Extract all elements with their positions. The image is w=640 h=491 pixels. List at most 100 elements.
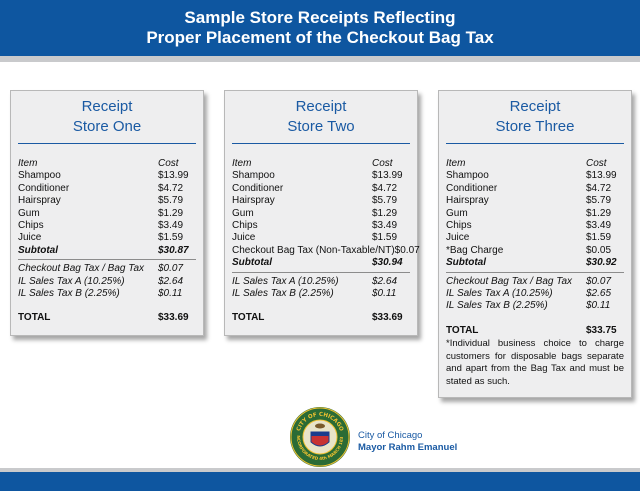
subtotal-label: Subtotal: [446, 257, 486, 269]
receipt-title: Receipt Store One: [18, 97, 196, 144]
divider: [446, 271, 624, 273]
spacer: [232, 300, 410, 312]
item-name: Gum: [232, 207, 254, 219]
item-name: Hairspray: [446, 195, 489, 207]
item-cost: $5.79: [158, 195, 184, 207]
item-name: *Bag Charge: [446, 244, 504, 256]
spacer: [18, 300, 196, 312]
item-name: Chips: [18, 220, 44, 232]
item-name: Conditioner: [446, 182, 498, 194]
item-name: Conditioner: [232, 182, 284, 194]
item-cost: $1.29: [372, 207, 398, 219]
tax-row: IL Sales Tax A (10.25%) $2.65: [446, 288, 624, 300]
line-item: Hairspray $5.79: [446, 195, 624, 207]
header-title-line1: Sample Store Receipts Reflecting: [184, 8, 456, 27]
item-name: Shampoo: [18, 170, 61, 182]
item-cost: $3.49: [372, 220, 398, 232]
item-name: Gum: [18, 207, 40, 219]
subtotal-row: Subtotal $30.92: [446, 257, 624, 269]
receipt-store-three: Receipt Store Three Item Cost Shampoo $13…: [438, 90, 632, 398]
col-cost-header: Cost: [372, 158, 393, 169]
page-header: Sample Store Receipts Reflecting Proper …: [0, 0, 640, 56]
seal-gold-rim: [290, 407, 350, 467]
receipt-store-one: Receipt Store One Item Cost Shampoo $13.9…: [10, 90, 204, 336]
item-name: Hairspray: [18, 195, 61, 207]
tax-name: IL Sales Tax A (10.25%): [18, 275, 125, 287]
item-name: Juice: [446, 232, 470, 244]
subtotal-value: $30.94: [372, 257, 403, 269]
line-item: Shampoo $13.99: [232, 170, 410, 182]
item-cost: $13.99: [586, 170, 617, 182]
city-credit: City of Chicago Mayor Rahm Emanuel: [358, 430, 457, 454]
item-cost: $3.49: [158, 220, 184, 232]
mayor-name: Mayor Rahm Emanuel: [358, 442, 458, 453]
item-cost: $1.59: [158, 232, 184, 244]
receipt-title: Receipt Store Two: [232, 97, 410, 144]
item-cost: $0.05: [586, 244, 612, 256]
item-name: Juice: [232, 232, 256, 244]
receipt-store-two: Receipt Store Two Item Cost Shampoo $13.9…: [224, 90, 420, 336]
line-item: Gum $1.29: [232, 208, 410, 220]
subtotal-row: Subtotal $30.94: [232, 257, 410, 269]
subtotal-value: $30.92: [586, 257, 617, 269]
header-title-line2: Proper Placement of the Checkout Bag Tax: [146, 28, 494, 47]
receipt-title-line2: Store Three: [495, 118, 575, 135]
line-item: Juice $1.59: [18, 232, 196, 244]
item-cost: $0.07: [394, 244, 420, 256]
subtotal-row: Subtotal $30.87: [18, 245, 196, 257]
item-cost: $3.49: [586, 220, 612, 232]
tax-value: $0.07: [586, 275, 612, 287]
item-cost: $13.99: [158, 170, 189, 182]
header-divider: [0, 56, 640, 62]
item-name: Chips: [446, 220, 472, 232]
item-name: Hairspray: [232, 195, 275, 207]
tax-name: IL Sales Tax B (2.25%): [232, 288, 334, 300]
item-cost: $1.29: [586, 207, 612, 219]
tax-name: IL Sales Tax A (10.25%): [446, 288, 553, 300]
total-value: $33.75: [586, 324, 617, 336]
item-name: Shampoo: [446, 170, 489, 182]
col-item-header: Item: [446, 158, 466, 169]
item-cost: $1.29: [158, 207, 184, 219]
line-item: Conditioner $4.72: [446, 183, 624, 195]
line-item: Shampoo $13.99: [446, 170, 624, 182]
total-row: TOTAL $33.69: [232, 312, 410, 324]
seal-shield-chief: [311, 432, 329, 436]
tax-row: IL Sales Tax B (2.25%) $0.11: [18, 288, 196, 300]
subtotal-label: Subtotal: [18, 244, 58, 256]
line-item: Conditioner $4.72: [232, 183, 410, 195]
tax-name: IL Sales Tax A (10.25%): [232, 275, 339, 287]
item-name: Juice: [18, 232, 42, 244]
total-label: TOTAL: [446, 324, 479, 336]
bag-charge-note: *Individual business choice to charge cu…: [446, 338, 624, 387]
column-headers: Item Cost: [18, 158, 196, 170]
item-name: Checkout Bag Tax (Non-Taxable/NT): [232, 244, 395, 256]
total-value: $33.69: [158, 312, 189, 324]
line-item: Conditioner $4.72: [18, 183, 196, 195]
line-item: Hairspray $5.79: [18, 195, 196, 207]
line-item: Gum $1.29: [446, 208, 624, 220]
item-name: Gum: [446, 207, 468, 219]
tax-row: Checkout Bag Tax / Bag Tax $0.07: [18, 263, 196, 275]
tax-row: IL Sales Tax A (10.25%) $2.64: [232, 276, 410, 288]
item-cost: $4.72: [586, 182, 612, 194]
seal-eagle: [315, 423, 325, 429]
tax-name: IL Sales Tax B (2.25%): [18, 288, 120, 300]
item-cost: $13.99: [372, 170, 403, 182]
receipt-title-line2: Store Two: [287, 118, 355, 135]
tax-value: $0.11: [586, 300, 611, 312]
column-headers: Item Cost: [446, 158, 624, 170]
tax-row: IL Sales Tax A (10.25%) $2.64: [18, 276, 196, 288]
line-item: Shampoo $13.99: [18, 170, 196, 182]
receipt-title-line1: Receipt: [81, 98, 133, 115]
city-seal-logo: CITY OF CHICAGO INCORPORATED 4th MARCH 1…: [289, 406, 350, 467]
line-item: Checkout Bag Tax (Non-Taxable/NT) $0.07: [232, 244, 420, 257]
receipt-title-line1: Receipt: [509, 98, 561, 115]
tax-row: Checkout Bag Tax / Bag Tax $0.07: [446, 276, 624, 288]
total-label: TOTAL: [18, 312, 51, 324]
col-item-header: Item: [232, 158, 252, 169]
item-name: Conditioner: [18, 182, 70, 194]
spacer: [446, 313, 624, 325]
item-name: Shampoo: [232, 170, 275, 182]
column-headers: Item Cost: [232, 158, 410, 170]
